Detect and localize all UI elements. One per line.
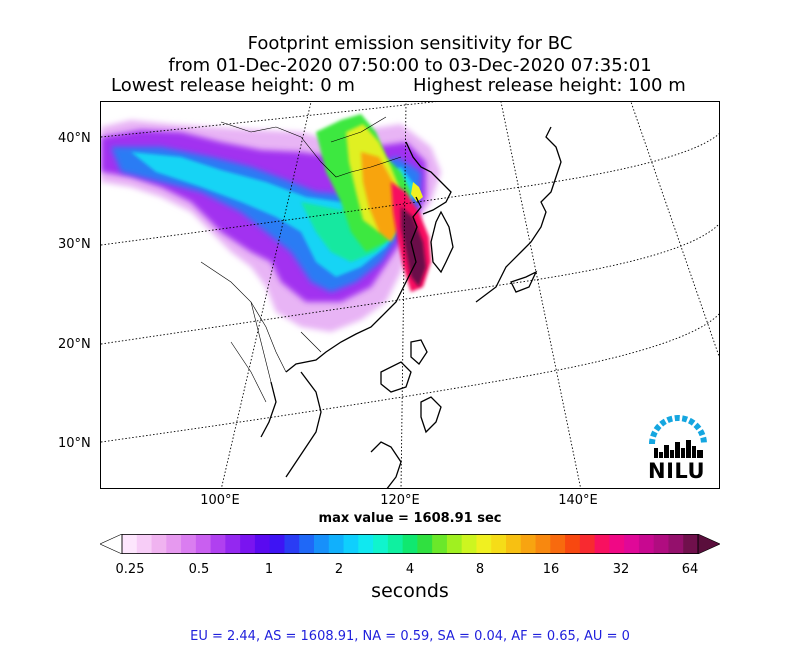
lon-label-140e: 140°E bbox=[558, 493, 598, 508]
colorbar-cell bbox=[535, 534, 551, 554]
colorbar-tick: 64 bbox=[681, 562, 699, 577]
colorbar-cell bbox=[624, 534, 640, 554]
colorbar-cell bbox=[136, 534, 152, 554]
region-totals: EU = 2.44, AS = 1608.91, NA = 0.59, SA =… bbox=[190, 629, 630, 644]
colorbar-cell bbox=[225, 534, 241, 554]
colorbar-cell bbox=[299, 534, 315, 554]
colorbar-tick: 0.25 bbox=[115, 562, 145, 577]
colorbar-cell bbox=[476, 534, 492, 554]
plot-title-line-2: from 01-Dec-2020 07:50:00 to 03-Dec-2020… bbox=[168, 55, 652, 76]
colorbar-cell bbox=[358, 534, 374, 554]
coastlines bbox=[260, 126, 562, 488]
colorbar-cell bbox=[609, 534, 625, 554]
colorbar-tick: 32 bbox=[612, 562, 630, 577]
colorbar-cell bbox=[683, 534, 699, 554]
colorbar-cell bbox=[240, 534, 256, 554]
colorbar-low-extension bbox=[100, 534, 123, 554]
highest-release-height: Highest release height: 100 m bbox=[413, 75, 686, 96]
colorbar-cell bbox=[269, 534, 285, 554]
nilu-logo bbox=[649, 415, 707, 458]
colorbar-cell bbox=[417, 534, 433, 554]
colorbar-unit-label: seconds bbox=[371, 580, 449, 602]
colorbar-tick: 8 bbox=[475, 562, 485, 577]
map-canvas bbox=[101, 102, 719, 488]
colorbar-cell bbox=[579, 534, 596, 554]
colorbar-cell bbox=[506, 534, 522, 554]
nilu-logo-text: NILU bbox=[648, 459, 706, 483]
colorbar-cell bbox=[550, 534, 566, 554]
lat-label-10n: 10°N bbox=[58, 436, 91, 451]
colorbar-cell bbox=[254, 534, 271, 554]
colorbar-high-extension bbox=[697, 534, 720, 554]
colorbar-cell bbox=[166, 534, 182, 554]
lon-label-100e: 100°E bbox=[200, 493, 240, 508]
colorbar-cell bbox=[491, 534, 507, 554]
colorbar-cell bbox=[432, 534, 448, 554]
colorbar-cell bbox=[195, 534, 212, 554]
colorbar-cell bbox=[343, 534, 359, 554]
colorbar-cell bbox=[402, 534, 418, 554]
footprint-map bbox=[100, 101, 720, 489]
colorbar-cell bbox=[653, 534, 669, 554]
colorbar-cell bbox=[373, 534, 389, 554]
plot-title-line-1: Footprint emission sensitivity for BC bbox=[247, 33, 573, 54]
colorbar-cell bbox=[594, 534, 610, 554]
colorbar-tick: 2 bbox=[334, 562, 344, 577]
colorbar-cell bbox=[565, 534, 581, 554]
sensitivity-plume bbox=[101, 114, 441, 332]
lon-label-120e: 120°E bbox=[380, 493, 420, 508]
colorbar-cell bbox=[668, 534, 684, 554]
colorbar-cell bbox=[122, 534, 138, 554]
lowest-release-height: Lowest release height: 0 m bbox=[111, 75, 355, 96]
colorbar bbox=[100, 534, 720, 554]
colorbar-cells bbox=[122, 534, 699, 554]
colorbar-tick: 16 bbox=[542, 562, 560, 577]
colorbar-tick: 0.5 bbox=[188, 562, 210, 577]
lat-label-30n: 30°N bbox=[58, 237, 91, 252]
colorbar-cell bbox=[151, 534, 167, 554]
colorbar-cell bbox=[387, 534, 404, 554]
colorbar-frame bbox=[121, 534, 699, 554]
colorbar-cell bbox=[210, 534, 226, 554]
graticule bbox=[101, 102, 719, 488]
colorbar-tick: 1 bbox=[264, 562, 274, 577]
max-value-label: max value = 1608.91 sec bbox=[318, 511, 502, 526]
colorbar-tick: 4 bbox=[405, 562, 415, 577]
colorbar-cell bbox=[314, 534, 330, 554]
colorbar-cell bbox=[181, 534, 197, 554]
colorbar-cell bbox=[446, 534, 463, 554]
colorbar-cell bbox=[461, 534, 477, 554]
country-borders bbox=[200, 116, 402, 403]
lat-label-40n: 40°N bbox=[58, 131, 91, 146]
colorbar-cell bbox=[284, 534, 300, 554]
colorbar-cell bbox=[520, 534, 536, 554]
lat-label-20n: 20°N bbox=[58, 337, 91, 352]
colorbar-cell bbox=[638, 534, 655, 554]
colorbar-cell bbox=[328, 534, 344, 554]
